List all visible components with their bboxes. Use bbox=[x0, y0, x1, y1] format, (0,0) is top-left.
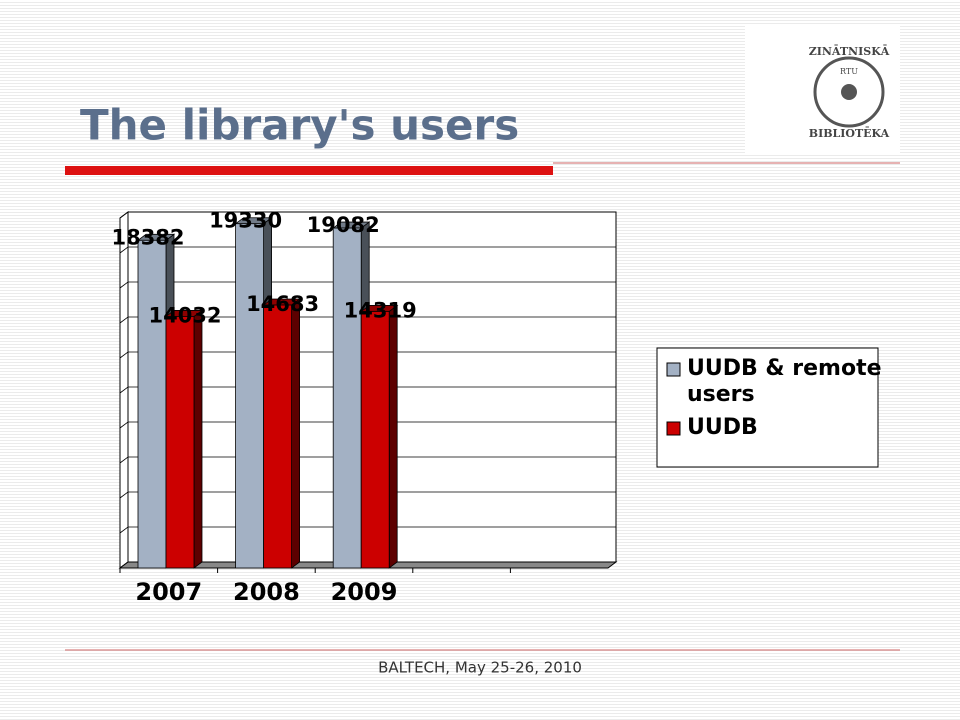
bar bbox=[137, 239, 167, 569]
grid-line bbox=[119, 491, 616, 499]
grid-line bbox=[119, 421, 616, 429]
title-underline bbox=[65, 166, 553, 175]
logo-top: ZINĀTNISKĀ bbox=[809, 45, 890, 58]
logo-core bbox=[841, 84, 857, 100]
x-tick-label: 2008 bbox=[233, 578, 300, 606]
logo-ring bbox=[813, 56, 885, 128]
data-label: 14319 bbox=[344, 298, 417, 322]
grid-line bbox=[119, 316, 616, 324]
bar bbox=[235, 223, 265, 569]
bar-side bbox=[291, 298, 301, 569]
data-label: 14032 bbox=[148, 303, 221, 327]
bar-side bbox=[193, 309, 203, 569]
data-label: 19330 bbox=[209, 209, 282, 233]
grid-line bbox=[119, 351, 616, 359]
bar bbox=[332, 227, 362, 569]
data-label: 19082 bbox=[307, 213, 380, 237]
chart: 2007 2008 2009 18382 19330 19082 14032 14683 143… bbox=[111, 209, 881, 606]
grid-line bbox=[119, 246, 616, 254]
legend-line: UUDB & remote bbox=[687, 356, 882, 381]
data-label: 18382 bbox=[111, 225, 184, 249]
grid-line bbox=[119, 456, 616, 464]
footer-text: BALTECH, May 25-26, 2010 bbox=[378, 659, 582, 677]
logo-bottom: BIBLIOTĒKA bbox=[809, 127, 890, 140]
bar bbox=[360, 311, 390, 569]
logo-box bbox=[745, 25, 900, 153]
legend-swatch bbox=[666, 421, 681, 436]
bar bbox=[263, 304, 293, 569]
legend-box bbox=[656, 347, 879, 468]
legend-label: UUDB bbox=[687, 415, 758, 440]
data-label: 14683 bbox=[246, 292, 319, 316]
grid-line bbox=[119, 211, 616, 219]
legend-swatch bbox=[666, 362, 681, 377]
logo-middle: RTU bbox=[840, 67, 858, 76]
bar bbox=[165, 316, 195, 569]
slide-title: The library's users bbox=[80, 101, 519, 150]
legend-label: UUDB & remote users bbox=[687, 356, 882, 407]
grid-line bbox=[119, 386, 616, 394]
legend-line: users bbox=[687, 382, 755, 407]
grid-line bbox=[119, 526, 616, 534]
bar-side bbox=[388, 304, 398, 569]
grid-line bbox=[119, 281, 616, 289]
x-tick-label: 2009 bbox=[331, 578, 398, 606]
x-tick-label: 2007 bbox=[135, 578, 202, 606]
